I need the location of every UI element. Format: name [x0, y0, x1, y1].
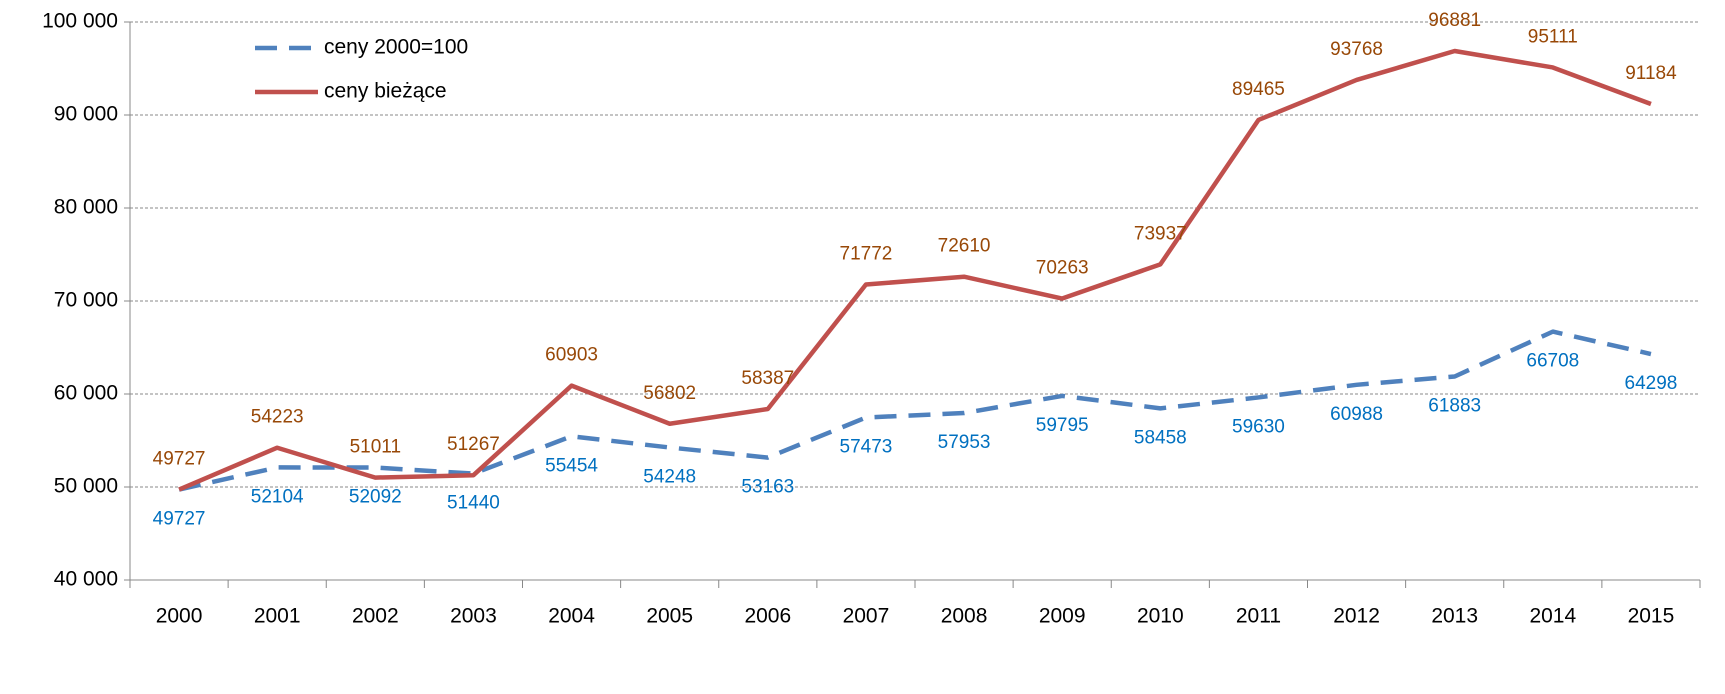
data-label: 56802: [643, 383, 696, 404]
data-label: 71772: [840, 244, 893, 265]
y-tick-label: 90 000: [54, 103, 118, 126]
data-label: 91184: [1625, 63, 1677, 84]
x-tick-label: 2008: [941, 605, 988, 628]
data-label: 54248: [643, 467, 696, 488]
data-label: 95111: [1528, 26, 1578, 47]
data-label: 64298: [1625, 373, 1678, 394]
data-label: 66708: [1526, 351, 1579, 372]
y-tick-label: 80 000: [54, 196, 118, 219]
data-label: 57953: [938, 432, 991, 453]
data-label: 61883: [1428, 396, 1481, 417]
data-label: 70263: [1036, 258, 1089, 279]
x-tick-label: 2000: [156, 605, 203, 628]
data-label: 60903: [545, 345, 598, 366]
data-label: 93768: [1330, 39, 1383, 60]
data-label: 89465: [1232, 79, 1285, 100]
series-line: [178, 329, 1652, 492]
x-tick-label: 2001: [254, 605, 301, 628]
y-tick-label: 70 000: [54, 289, 118, 312]
data-label: 53163: [741, 477, 794, 498]
series-line: [178, 48, 1652, 492]
x-tick-label: 2012: [1333, 605, 1380, 628]
y-tick-label: 60 000: [54, 382, 118, 405]
data-label: 51440: [447, 493, 500, 514]
data-label: 59795: [1036, 415, 1089, 436]
x-tick-label: 2011: [1236, 605, 1281, 628]
data-label: 58387: [741, 368, 794, 389]
data-label: 52104: [251, 486, 304, 507]
x-tick-label: 2002: [352, 605, 399, 628]
x-tick-label: 2010: [1137, 605, 1184, 628]
y-tick-label: 40 000: [54, 568, 118, 591]
x-tick-label: 2005: [646, 605, 693, 628]
data-label: 60988: [1330, 404, 1383, 425]
x-tick-label: 2003: [450, 605, 497, 628]
y-tick-label: 50 000: [54, 475, 118, 498]
data-label: 72610: [938, 236, 991, 257]
x-tick-label: 2007: [843, 605, 890, 628]
x-tick-label: 2013: [1431, 605, 1478, 628]
data-label: 57473: [840, 437, 893, 458]
x-tick-label: 2006: [744, 605, 791, 628]
legend-label: ceny bieżące: [324, 80, 447, 103]
legend-label: ceny 2000=100: [324, 36, 468, 59]
y-tick-label: 100 000: [42, 10, 118, 33]
data-label: 49727: [153, 509, 206, 530]
data-label: 73937: [1134, 223, 1187, 244]
data-label: 51267: [447, 434, 500, 455]
data-label: 59630: [1232, 416, 1285, 437]
data-label: 51011: [350, 437, 401, 458]
data-label: 49727: [153, 449, 206, 470]
x-tick-label: 2004: [548, 605, 595, 628]
data-label: 54223: [251, 407, 304, 428]
x-tick-label: 2014: [1529, 605, 1576, 628]
data-label: 52092: [349, 487, 402, 508]
x-tick-label: 2015: [1628, 605, 1675, 628]
data-label: 58458: [1134, 427, 1187, 448]
data-label: 55454: [545, 455, 598, 476]
data-label: 96881: [1428, 10, 1481, 31]
x-tick-label: 2009: [1039, 605, 1086, 628]
